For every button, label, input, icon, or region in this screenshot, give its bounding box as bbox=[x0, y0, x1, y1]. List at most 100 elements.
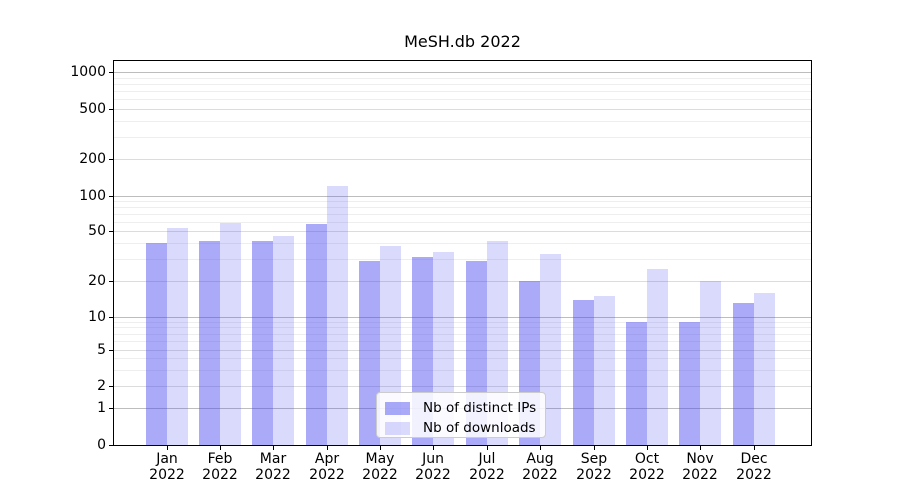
gridline bbox=[114, 109, 811, 110]
x-tick-mark bbox=[647, 446, 648, 450]
gridline bbox=[114, 159, 811, 160]
gridline-minor bbox=[114, 259, 811, 260]
bar-distinct-ips bbox=[733, 303, 754, 445]
x-tick-label: Jul 2022 bbox=[469, 451, 505, 483]
bar-downloads bbox=[700, 281, 721, 445]
gridline-minor bbox=[114, 370, 811, 371]
bar-distinct-ips bbox=[146, 243, 167, 445]
x-tick-mark bbox=[273, 446, 274, 450]
gridline-minor bbox=[114, 358, 811, 359]
x-tick-mark bbox=[700, 446, 701, 450]
gridline-major bbox=[114, 72, 811, 73]
x-tick-mark bbox=[594, 446, 595, 450]
gridline-minor bbox=[114, 214, 811, 215]
plot-area bbox=[113, 60, 812, 446]
bar-distinct-ips bbox=[359, 261, 380, 445]
bar-distinct-ips bbox=[306, 224, 327, 445]
y-tick-mark bbox=[109, 386, 113, 387]
x-tick-label: Apr 2022 bbox=[309, 451, 345, 483]
gridline-minor bbox=[114, 222, 811, 223]
y-tick-mark bbox=[109, 109, 113, 110]
bar-distinct-ips bbox=[626, 322, 647, 445]
x-tick-mark bbox=[540, 446, 541, 450]
y-tick-mark bbox=[109, 408, 113, 409]
x-tick-mark bbox=[433, 446, 434, 450]
legend-swatch-distinct-ips bbox=[385, 401, 410, 415]
bar-downloads bbox=[273, 236, 294, 445]
bar-distinct-ips bbox=[573, 300, 594, 445]
gridline-minor bbox=[114, 334, 811, 335]
x-tick-mark bbox=[380, 446, 381, 450]
y-tick-label: 100 bbox=[79, 188, 106, 204]
gridline bbox=[114, 386, 811, 387]
x-tick-label: Dec 2022 bbox=[736, 451, 772, 483]
bar-downloads bbox=[327, 186, 348, 445]
bar-downloads bbox=[220, 223, 241, 445]
x-tick-mark bbox=[167, 446, 168, 450]
bar-downloads bbox=[647, 269, 668, 445]
y-tick-label: 500 bbox=[79, 101, 106, 117]
bar-distinct-ips bbox=[199, 241, 220, 445]
legend-label-distinct-ips: Nb of distinct IPs bbox=[423, 400, 537, 416]
legend-row-distinct-ips: Nb of distinct IPs bbox=[385, 400, 539, 416]
y-tick-mark bbox=[109, 445, 113, 446]
bar-distinct-ips bbox=[679, 322, 700, 445]
gridline-major bbox=[114, 196, 811, 197]
legend-label-downloads: Nb of downloads bbox=[423, 420, 536, 436]
x-tick-label: Sep 2022 bbox=[576, 451, 612, 483]
chart-title: MeSH.db 2022 bbox=[404, 32, 521, 51]
legend-swatch-downloads bbox=[385, 421, 410, 435]
y-tick-label: 10 bbox=[88, 309, 106, 325]
gridline-minor bbox=[114, 327, 811, 328]
y-tick-mark bbox=[109, 231, 113, 232]
bar-distinct-ips bbox=[252, 241, 273, 445]
y-tick-label: 5 bbox=[97, 342, 106, 358]
y-tick-mark bbox=[109, 317, 113, 318]
x-tick-mark bbox=[754, 446, 755, 450]
x-tick-label: Jan 2022 bbox=[149, 451, 185, 483]
y-tick-mark bbox=[109, 72, 113, 73]
gridline-minor bbox=[114, 341, 811, 342]
x-tick-label: Feb 2022 bbox=[202, 451, 238, 483]
gridline-minor bbox=[114, 322, 811, 323]
y-tick-label: 1 bbox=[97, 400, 106, 416]
y-tick-label: 50 bbox=[88, 223, 106, 239]
y-tick-label: 200 bbox=[79, 151, 106, 167]
x-tick-mark bbox=[220, 446, 221, 450]
gridline-minor bbox=[114, 99, 811, 100]
y-tick-label: 2 bbox=[97, 378, 106, 394]
x-tick-mark bbox=[487, 446, 488, 450]
x-tick-label: Jun 2022 bbox=[415, 451, 451, 483]
gridline-minor bbox=[114, 207, 811, 208]
bar-downloads bbox=[754, 293, 775, 445]
bar-downloads bbox=[167, 228, 188, 445]
x-tick-label: May 2022 bbox=[362, 451, 398, 483]
gridline bbox=[114, 231, 811, 232]
legend: Nb of distinct IPs Nb of downloads bbox=[376, 392, 546, 438]
y-tick-mark bbox=[109, 350, 113, 351]
gridline-minor bbox=[114, 137, 811, 138]
gridline-minor bbox=[114, 84, 811, 85]
bar-downloads bbox=[594, 296, 615, 445]
y-tick-mark bbox=[109, 159, 113, 160]
gridline-minor bbox=[114, 78, 811, 79]
x-tick-label: Oct 2022 bbox=[629, 451, 665, 483]
y-tick-label: 20 bbox=[88, 273, 106, 289]
y-tick-mark bbox=[109, 196, 113, 197]
gridline-major bbox=[114, 317, 811, 318]
y-tick-mark bbox=[109, 281, 113, 282]
y-tick-label: 1000 bbox=[70, 64, 106, 80]
x-tick-label: Nov 2022 bbox=[682, 451, 718, 483]
gridline-minor bbox=[114, 121, 811, 122]
legend-row-downloads: Nb of downloads bbox=[385, 420, 539, 436]
x-tick-label: Aug 2022 bbox=[522, 451, 558, 483]
gridline-minor bbox=[114, 201, 811, 202]
x-tick-label: Mar 2022 bbox=[255, 451, 291, 483]
gridline bbox=[114, 281, 811, 282]
y-tick-label: 0 bbox=[97, 437, 106, 453]
gridline-minor bbox=[114, 243, 811, 244]
gridline bbox=[114, 350, 811, 351]
x-tick-mark bbox=[327, 446, 328, 450]
gridline-minor bbox=[114, 91, 811, 92]
